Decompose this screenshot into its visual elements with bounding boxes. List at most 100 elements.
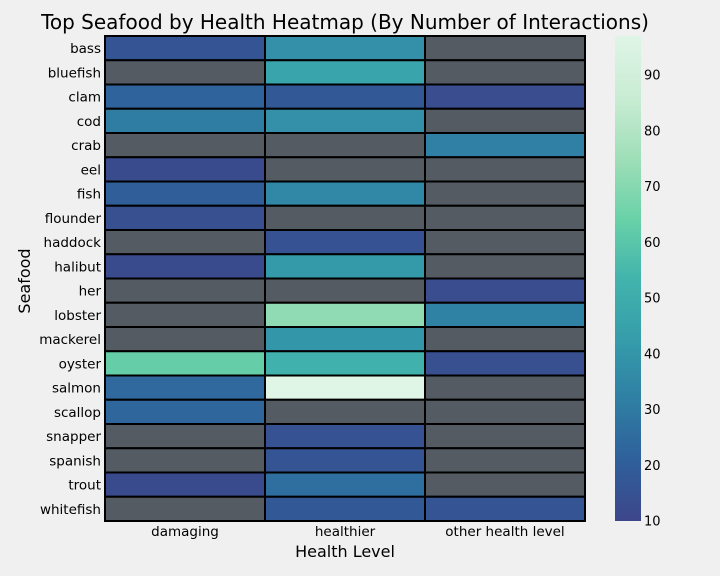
heatmap-cell-bluefish-other-health-level: [424, 59, 586, 86]
heatmap-cell-halibut-damaging: [104, 253, 266, 280]
heatmap-cell-whitefish-damaging: [104, 495, 266, 522]
y-tick-label-snapper: snapper: [46, 429, 101, 445]
heatmap-cell-her-damaging: [104, 277, 266, 304]
y-tick-label-trout: trout: [68, 478, 101, 494]
heatmap-cell-clam-other-health-level: [424, 83, 586, 110]
y-tick-label-halibut: halibut: [54, 259, 101, 275]
colorbar-gradient: [615, 36, 641, 521]
heatmap-cell-scallop-damaging: [104, 398, 266, 425]
colorbar: 10 20 30 40 50 60 70 80 90: [615, 36, 661, 530]
heatmap-cell-halibut-healthier: [264, 253, 426, 280]
y-tick-label-scallop: scallop: [54, 405, 101, 421]
heatmap-cell-scallop-other-health-level: [424, 398, 586, 425]
y-tick-label-mackerel: mackerel: [39, 332, 101, 348]
heatmap-cell-snapper-damaging: [104, 423, 266, 450]
heatmap-cell-salmon-damaging: [104, 374, 266, 401]
heatmap-cell-scallop-healthier: [264, 398, 426, 425]
heatmap-cell-cod-damaging: [104, 107, 266, 134]
heatmap-cell-trout-other-health-level: [424, 471, 586, 498]
y-tick-label-haddock: haddock: [44, 235, 102, 251]
y-tick-label-bass: bass: [70, 41, 101, 57]
heatmap-cell-haddock-damaging: [104, 229, 266, 256]
heatmap-cell-spanish-damaging: [104, 447, 266, 474]
y-tick-label-oyster: oyster: [59, 356, 102, 372]
heatmap-cell-salmon-other-health-level: [424, 374, 586, 401]
y-tick-label-crab: crab: [71, 138, 101, 154]
y-tick-label-salmon: salmon: [52, 381, 101, 397]
colorbar-tick-20: 20: [644, 459, 661, 474]
x-tick-label-other-health-level: other health level: [445, 524, 564, 540]
colorbar-tick-80: 80: [644, 124, 661, 139]
y-tick-label-whitefish: whitefish: [40, 502, 101, 518]
heatmap-cell-whitefish-healthier: [264, 495, 426, 522]
y-axis-label: Seafood: [15, 248, 34, 313]
y-tick-label-clam: clam: [68, 90, 101, 106]
y-tick-label-her: her: [79, 284, 102, 300]
heatmap-cell-fish-healthier: [264, 180, 426, 207]
heatmap-cell-cod-other-health-level: [424, 107, 586, 134]
heatmap-cell-oyster-healthier: [264, 350, 426, 377]
heatmap-cell-haddock-healthier: [264, 229, 426, 256]
x-tick-labels: damaging healthier other health level: [151, 524, 565, 540]
chart-title: Top Seafood by Health Heatmap (By Number…: [40, 10, 649, 34]
heatmap-cell-crab-damaging: [104, 132, 266, 159]
colorbar-tick-70: 70: [644, 180, 661, 195]
heatmap-cell-eel-other-health-level: [424, 156, 586, 183]
heatmap-cell-clam-healthier: [264, 83, 426, 110]
heatmap-cell-oyster-other-health-level: [424, 350, 586, 377]
colorbar-tick-90: 90: [644, 69, 661, 84]
y-tick-labels: bass bluefish clam cod crab eel fish flounder ha…: [39, 41, 101, 518]
colorbar-tick-60: 60: [644, 236, 661, 251]
heatmap-cell-spanish-other-health-level: [424, 447, 586, 474]
y-tick-label-eel: eel: [81, 162, 101, 178]
heatmap-cell-mackerel-damaging: [104, 326, 266, 353]
heatmap-cell-fish-damaging: [104, 180, 266, 207]
heatmap-cell-snapper-other-health-level: [424, 423, 586, 450]
heatmap-cell-flounder-damaging: [104, 204, 266, 231]
heatmap-cells: [104, 35, 586, 522]
colorbar-tick-10: 10: [644, 515, 661, 530]
heatmap-cell-halibut-other-health-level: [424, 253, 586, 280]
heatmap-cell-snapper-healthier: [264, 423, 426, 450]
heatmap-cell-bluefish-healthier: [264, 59, 426, 86]
heatmap-cell-crab-other-health-level: [424, 132, 586, 159]
colorbar-tick-30: 30: [644, 403, 661, 418]
heatmap-cell-her-healthier: [264, 277, 426, 304]
heatmap-cell-bass-other-health-level: [424, 35, 586, 62]
heatmap-cell-cod-healthier: [264, 107, 426, 134]
heatmap-cell-crab-healthier: [264, 132, 426, 159]
heatmap-cell-trout-damaging: [104, 471, 266, 498]
heatmap-cell-lobster-damaging: [104, 301, 266, 328]
heatmap-cell-eel-healthier: [264, 156, 426, 183]
heatmap-cell-flounder-healthier: [264, 204, 426, 231]
x-tick-label-damaging: damaging: [151, 524, 219, 540]
x-tick-label-healthier: healthier: [315, 524, 376, 540]
heatmap-cell-mackerel-other-health-level: [424, 326, 586, 353]
heatmap-cell-haddock-other-health-level: [424, 229, 586, 256]
heatmap-cell-her-other-health-level: [424, 277, 586, 304]
heatmap-cell-whitefish-other-health-level: [424, 495, 586, 522]
x-axis-label: Health Level: [295, 542, 395, 561]
y-tick-label-fish: fish: [77, 187, 101, 203]
heatmap-cell-bluefish-damaging: [104, 59, 266, 86]
heatmap-cell-clam-damaging: [104, 83, 266, 110]
heatmap-cell-flounder-other-health-level: [424, 204, 586, 231]
heatmap-cell-oyster-damaging: [104, 350, 266, 377]
heatmap-cell-mackerel-healthier: [264, 326, 426, 353]
heatmap-cell-bass-damaging: [104, 35, 266, 62]
heatmap-cell-spanish-healthier: [264, 447, 426, 474]
y-tick-label-bluefish: bluefish: [48, 65, 101, 81]
heatmap-cell-fish-other-health-level: [424, 180, 586, 207]
heatmap-cell-eel-damaging: [104, 156, 266, 183]
colorbar-tick-50: 50: [644, 292, 661, 307]
heatmap-cell-salmon-healthier: [264, 374, 426, 401]
y-tick-label-spanish: spanish: [49, 453, 101, 469]
heatmap-cell-trout-healthier: [264, 471, 426, 498]
y-tick-label-lobster: lobster: [54, 308, 101, 324]
heatmap-cell-lobster-other-health-level: [424, 301, 586, 328]
heatmap-cell-lobster-healthier: [264, 301, 426, 328]
y-tick-label-flounder: flounder: [45, 211, 102, 227]
colorbar-tick-40: 40: [644, 347, 661, 362]
heatmap-cell-bass-healthier: [264, 35, 426, 62]
